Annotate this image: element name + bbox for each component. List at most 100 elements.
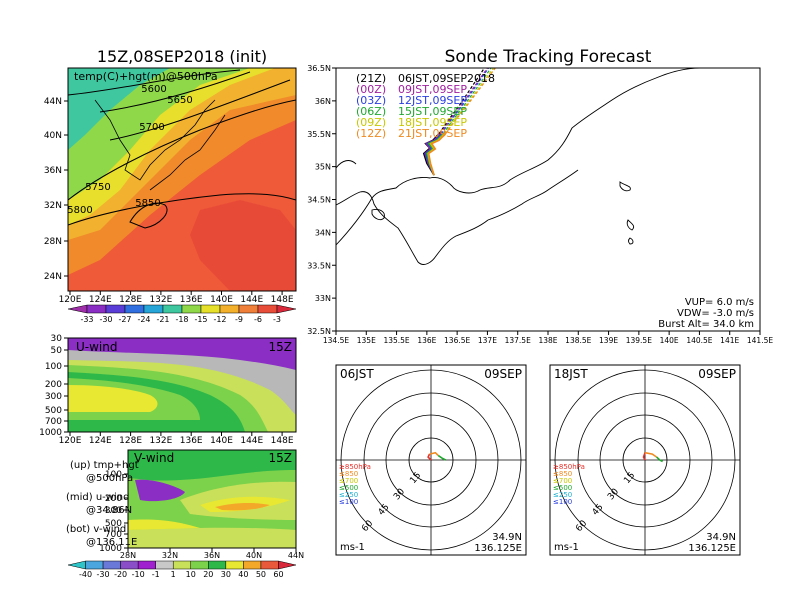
hodograph-level: ≤100 <box>339 498 358 506</box>
p-tick-label: 50 <box>51 346 63 356</box>
hodograph-level: ≤850 <box>553 470 572 478</box>
vup-text: VUP= 6.0 m/s <box>685 297 754 308</box>
uwind-label: U-wind <box>76 340 117 354</box>
lon-tick-label: 134.5E <box>323 336 349 345</box>
lat-tick-label: 35N <box>315 163 331 172</box>
colorbar-label: -6 <box>254 315 262 324</box>
map500-panel <box>68 68 296 291</box>
track-line-dashed <box>440 68 490 135</box>
init-title: 15Z,08SEP2018 (init) <box>97 47 267 66</box>
colorbar-label: 30 <box>221 570 231 579</box>
lon-tick-label: 137.5E <box>505 336 531 345</box>
lon-tick-label: 136E <box>180 295 203 305</box>
track-legend-code: (12Z) <box>356 127 386 140</box>
lat-tick-label: 36N <box>315 97 331 106</box>
colorbar-swatch <box>67 560 86 570</box>
track-legend-code: (03Z) <box>356 94 386 107</box>
lat-tick-label: 36N <box>44 166 62 176</box>
colorbar-label: -18 <box>175 315 188 324</box>
legend-bot-2: @136.11E <box>86 537 137 548</box>
legend-bot-1: (bot) v-wind <box>66 524 126 535</box>
p-tick-label: 100 <box>45 362 62 372</box>
legend-mid-1: (mid) u-wind <box>66 492 129 503</box>
contour-label: 5850 <box>135 198 160 209</box>
p-tick-label: 1000 <box>99 544 122 554</box>
colorbar-label: 10 <box>186 570 196 579</box>
lon-tick-label: 136E <box>417 336 436 345</box>
lon-tick-label: 141.5E <box>747 336 773 345</box>
contour-label: 5700 <box>139 122 164 133</box>
hodograph-lon: 136.125E <box>474 543 522 554</box>
lon-tick-label: 140E <box>210 436 233 446</box>
colorbar-swatch <box>67 304 88 314</box>
track-line-dashed <box>445 68 496 135</box>
track-legend-time: 18JST,09SEP <box>398 116 467 129</box>
legend-mid-2: @34.86N <box>86 505 132 516</box>
hodograph-trace <box>656 456 663 463</box>
track-line-dashed <box>442 68 492 135</box>
track-line-dashed <box>443 68 494 135</box>
colorbar-label: -30 <box>97 570 110 579</box>
hodograph-unit: ms-1 <box>554 542 579 553</box>
colorbar-swatch <box>257 304 278 314</box>
lat-tick-label: 40N <box>44 131 62 141</box>
hodograph-level: ≤500 <box>339 484 358 492</box>
hodograph-lon: 136.125E <box>688 543 736 554</box>
p-tick-label: 500 <box>45 406 62 416</box>
lon-tick-label: 124E <box>89 436 112 446</box>
lon-tick-label: 136.5E <box>444 336 470 345</box>
lon-tick-label: 124E <box>89 295 112 305</box>
lat-tick-label: 34N <box>315 228 331 237</box>
hodograph-trace <box>427 453 432 461</box>
track-map-panel <box>335 67 761 332</box>
lat-tick-label: 33.5N <box>307 261 331 270</box>
colorbar-swatch <box>155 560 174 570</box>
lat-tick-label: 36.5N <box>307 64 331 73</box>
track-legend-time: 21JST,09SEP <box>398 127 467 140</box>
colorbar-swatch <box>102 560 121 570</box>
colorbar-label: 40 <box>238 570 248 579</box>
track-legend-code: (00Z) <box>356 83 386 96</box>
lon-tick-label: 138.5E <box>565 336 591 345</box>
lat-tick-label: 44N <box>44 97 62 107</box>
lon-tick-label: 120E <box>59 295 82 305</box>
legend-up-1: (up) tmp+hgt <box>70 460 139 471</box>
map500-label: temp(C)+hgt(m)@500hPa <box>74 70 218 83</box>
colorbar-swatch <box>143 304 164 314</box>
vwind-panel <box>128 450 296 548</box>
contour-label: 5800 <box>67 205 92 216</box>
hodograph-level: ≤250 <box>339 491 358 499</box>
vwind-time: 15Z <box>269 451 293 465</box>
hodograph-level: ≤700 <box>553 477 572 485</box>
colorbar-swatch <box>200 304 221 314</box>
lat-tick-label: 32.5N <box>307 327 331 336</box>
coastline <box>336 68 701 265</box>
track-legend-code: (09Z) <box>356 116 386 129</box>
colorbar-label: -9 <box>235 315 243 324</box>
colorbar-swatch <box>190 560 209 570</box>
lat-tick-label: 33N <box>315 294 331 303</box>
hodograph-level: ≤700 <box>339 477 358 485</box>
track-line-dashed <box>438 68 485 135</box>
lat-tick-label: 35.5N <box>307 130 331 139</box>
hodograph-level: ≤250 <box>553 491 572 499</box>
track-legend-time: 15JST,09SEP <box>398 105 467 118</box>
colorbar-swatch <box>208 560 227 570</box>
hodograph-level: ≤100 <box>553 498 572 506</box>
colorbar-label: -3 <box>273 315 281 324</box>
lon-tick-label: 139.5E <box>626 336 652 345</box>
lon-tick-label: 138E <box>538 336 557 345</box>
lon-tick-label: 135.5E <box>383 336 409 345</box>
p-tick-label: 300 <box>105 506 122 516</box>
colorbar-swatch <box>172 560 192 570</box>
hodograph-level: ≥850hPa <box>339 463 371 471</box>
colorbar-swatch <box>243 560 262 570</box>
colorbar-swatch <box>86 304 107 314</box>
hodograph-time: 06JST <box>340 367 374 381</box>
burst-text: Burst Alt= 34.0 km <box>658 319 754 330</box>
colorbar-swatch <box>225 560 244 570</box>
hodograph-level: ≤500 <box>553 484 572 492</box>
colorbar-label: -30 <box>99 315 112 324</box>
